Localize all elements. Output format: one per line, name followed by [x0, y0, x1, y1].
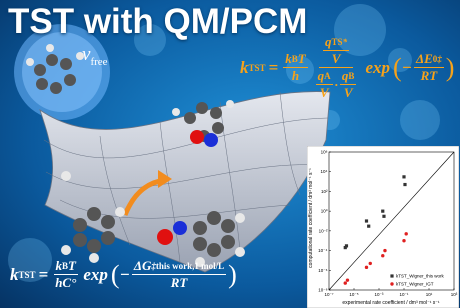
f-sub: TST — [249, 63, 266, 73]
y-tick-label: 10⁰ — [321, 209, 328, 214]
f-sym: exp — [83, 265, 108, 285]
x-tick-label: 10⁻³ — [375, 292, 384, 297]
x-tick-label: 10⁻¹ — [400, 292, 409, 297]
chart-background — [307, 146, 459, 308]
f-sym: T — [298, 51, 306, 67]
point — [369, 262, 372, 265]
f-paren: ) — [446, 53, 455, 83]
denominator: h — [290, 68, 301, 84]
f-sym: · — [335, 77, 338, 93]
f-sup: * — [343, 37, 348, 47]
point — [345, 244, 348, 247]
legend-marker — [390, 274, 393, 277]
point — [382, 215, 385, 218]
point — [383, 249, 386, 252]
y-tick-label: 10⁻⁸ — [318, 288, 327, 293]
point — [402, 175, 405, 178]
f-paren: ( — [393, 53, 402, 83]
point — [405, 232, 408, 235]
point — [381, 254, 384, 257]
f-sym: ΔG — [134, 258, 152, 274]
point — [403, 183, 406, 186]
denominator: hC° — [53, 275, 78, 291]
f-sym: = — [269, 58, 279, 78]
f-sym: = — [39, 265, 49, 285]
y-tick-label: 10⁻⁶ — [318, 268, 327, 273]
graphical-abstract: TST with QM/PCM vfree kTST = kBTh qTS*V … — [0, 0, 460, 308]
legend-label: kTST_Wigner_this work — [396, 274, 445, 279]
x-tick-label: 10³ — [451, 292, 458, 297]
x-axis-label: experimental rate coefficient / dm³ mol⁻… — [342, 300, 439, 306]
x-tick-label: 10⁻⁵ — [349, 292, 358, 297]
denominator: V — [342, 85, 355, 101]
legend-label: kTST_Wigner_IGT — [396, 282, 434, 287]
f-sym: k — [240, 58, 249, 78]
denominator: RT — [419, 68, 440, 84]
numerator: ΔG‡this work,1 mol/L — [132, 258, 226, 275]
f-sym: ΔE — [416, 51, 433, 67]
point — [381, 210, 384, 213]
x-tick-label: 10⁻⁷ — [324, 292, 333, 297]
point — [365, 266, 368, 269]
point — [346, 278, 349, 281]
f-paren: ( — [111, 260, 120, 290]
denominator: V — [318, 85, 331, 101]
point — [367, 225, 370, 228]
denominator: V — [330, 51, 343, 67]
f-sym: k — [10, 265, 19, 285]
x-tick-label: 10¹ — [426, 292, 433, 297]
f-sup: ‡ — [437, 54, 442, 64]
y-tick-label: 10⁴ — [321, 169, 328, 174]
f-sub: TST — [19, 270, 36, 280]
point — [402, 239, 405, 242]
f-sub: B — [348, 71, 354, 81]
f-sym: exp — [365, 58, 390, 78]
f-sym: T — [68, 258, 76, 274]
f-sub: A — [324, 71, 331, 81]
y-tick-label: 10⁻⁴ — [318, 248, 327, 253]
y-tick-label: 10⁶ — [321, 150, 328, 155]
denominator: RT — [169, 275, 190, 291]
point — [365, 219, 368, 222]
legend-marker — [390, 282, 393, 285]
inset-chart: computational rate coefficient / dm³ mol… — [307, 146, 459, 308]
y-tick-label: 10² — [321, 189, 328, 194]
v-free-label: vfree — [82, 44, 108, 68]
v-sub: free — [90, 56, 107, 68]
f-sub: this work,1 mol/L — [156, 261, 224, 271]
y-axis-label: computational rate coefficient / dm³ mol… — [308, 168, 314, 268]
f-sym: − — [120, 265, 130, 285]
y-tick-label: 10⁻² — [319, 228, 328, 233]
f-sub: TS — [332, 37, 343, 47]
f-paren: ) — [228, 260, 237, 290]
f-sym: − — [402, 58, 412, 78]
point — [344, 281, 347, 284]
